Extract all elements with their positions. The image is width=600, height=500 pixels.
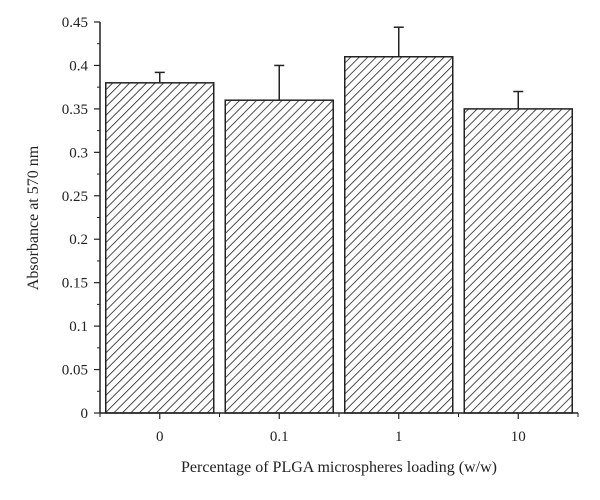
y-tick-label-1: 0.05 — [62, 363, 88, 379]
bar-1 — [224, 99, 334, 414]
y-tick-label-8: 0.4 — [69, 58, 88, 74]
y-tick-label-5: 0.25 — [62, 189, 88, 205]
bar-3 — [463, 108, 573, 414]
bar-0 — [105, 82, 215, 414]
y-tick-label-0: 0 — [81, 406, 89, 422]
bar-2 — [344, 56, 454, 414]
y-tick-label-3: 0.15 — [62, 276, 88, 292]
x-tick-label-0: 0 — [156, 429, 164, 445]
x-tick-label-2: 1 — [395, 429, 403, 445]
y-tick-label-9: 0.45 — [62, 15, 88, 31]
y-axis-title: Absorbance at 570 nm — [25, 145, 42, 290]
bars-layer — [105, 56, 573, 414]
y-ticks-layer: 0 0.05 0.1 0.15 0.2 0.25 0.3 0.35 0.4 0.45 — [62, 15, 100, 422]
y-tick-label-7: 0.35 — [62, 102, 88, 118]
y-tick-label-6: 0.3 — [69, 145, 88, 161]
x-tick-label-1: 0.1 — [270, 429, 289, 445]
y-tick-label-2: 0.1 — [69, 319, 88, 335]
x-axis-title: Percentage of PLGA microspheres loading … — [181, 459, 497, 476]
error-bars-layer — [154, 26, 524, 109]
x-ticks-layer: 0 0.1 1 10 — [99, 413, 579, 445]
x-tick-label-3: 10 — [511, 429, 526, 445]
y-tick-label-4: 0.2 — [69, 232, 88, 248]
